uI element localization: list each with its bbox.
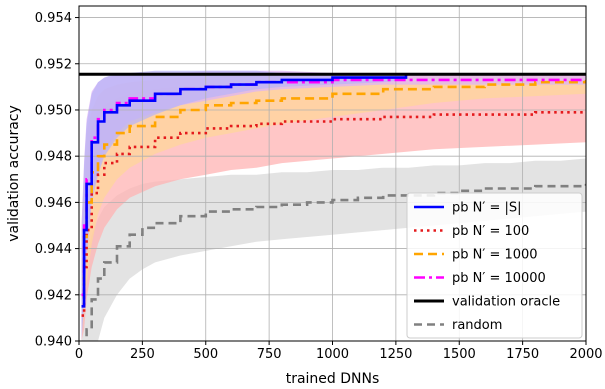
series-line-pb N′ = 100 — [81, 111, 586, 317]
y-axis-label: validation accuracy — [6, 105, 22, 242]
y-tick-label: 0.950 — [35, 103, 72, 118]
x-tick-label: 2000 — [569, 347, 602, 362]
legend-label: pb N′ = |S| — [452, 201, 521, 216]
y-tick-label: 0.942 — [35, 288, 72, 303]
x-tick-label: 250 — [130, 347, 155, 362]
legend: pb N′ = |S| pb N′ = 100 pb N′ = 1000 pb N′ … — [406, 192, 583, 339]
series-line-pb N′ = |S| — [81, 75, 408, 308]
x-axis-ticks: 0 250 500 750 1000 1250 1500 1750 2000 — [75, 341, 603, 362]
x-tick-label: 1750 — [506, 347, 539, 362]
x-tick-label: 750 — [257, 347, 282, 362]
y-tick-label: 0.946 — [35, 196, 72, 211]
y-tick-label: 0.954 — [35, 11, 72, 26]
y-tick-label: 0.952 — [35, 57, 72, 72]
legend-label: pb N′ = 1000 — [452, 248, 538, 263]
series-lines — [79, 72, 586, 341]
y-tick-label: 0.948 — [35, 150, 72, 165]
legend-label: pb N′ = 10000 — [452, 271, 546, 286]
x-tick-label: 1000 — [316, 347, 349, 362]
y-tick-label: 0.944 — [35, 242, 72, 257]
legend-box — [406, 192, 583, 339]
y-tick-label: 0.940 — [35, 335, 72, 350]
x-tick-label: 1250 — [379, 347, 412, 362]
x-tick-label: 0 — [75, 347, 83, 362]
series-line-random — [85, 183, 586, 341]
x-tick-label: 1500 — [443, 347, 476, 362]
x-axis-label: trained DNNs — [286, 371, 380, 387]
band-pb N′ = |S| — [81, 70, 406, 341]
y-axis-ticks: 0.940 0.942 0.944 0.946 0.948 0.950 0.952 0.954 — [35, 11, 79, 350]
band-pb N′ = 100 — [81, 79, 586, 341]
legend-label: validation oracle — [452, 295, 560, 310]
series-line-pb N′ = 1000 — [81, 79, 586, 297]
legend-label: random — [452, 318, 502, 333]
legend-label: pb N′ = 100 — [452, 224, 529, 239]
x-tick-label: 500 — [193, 347, 218, 362]
